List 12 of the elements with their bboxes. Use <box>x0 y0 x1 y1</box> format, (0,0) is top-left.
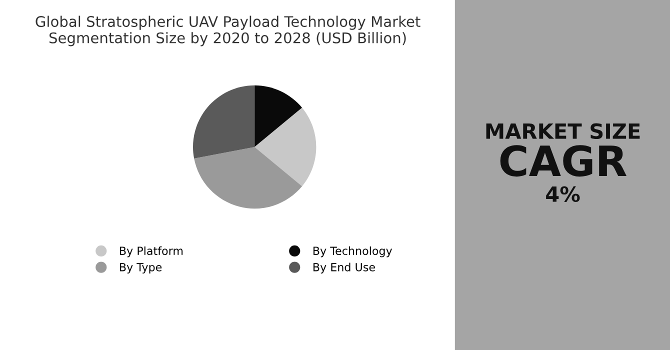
legend-label: By Type <box>120 263 162 274</box>
text: CAGR <box>500 145 627 177</box>
legend-label: By Technology <box>313 246 392 258</box>
pie-slice <box>193 85 255 159</box>
pie-slice <box>254 108 316 186</box>
legend-label: By End Use <box>313 262 375 274</box>
chart-title: Global Stratospheric UAV Payload Technology Market Segmentation Size by 2020 to 2028 (USD Billion) <box>36 16 420 46</box>
pie-slice <box>194 147 302 209</box>
legend-label: By Platform <box>120 246 183 258</box>
text: MARKET SIZE <box>486 123 640 140</box>
text: 4% <box>546 186 580 202</box>
pie-slice <box>254 85 302 147</box>
